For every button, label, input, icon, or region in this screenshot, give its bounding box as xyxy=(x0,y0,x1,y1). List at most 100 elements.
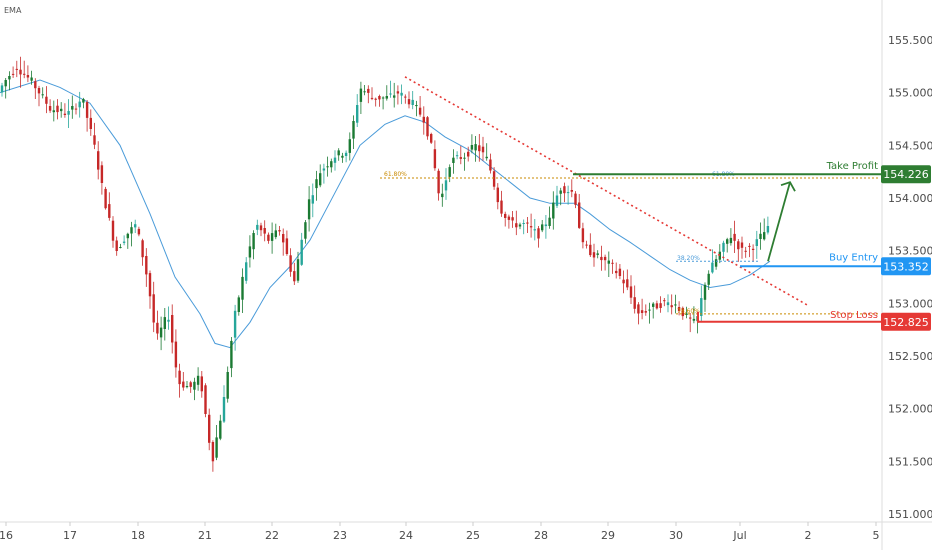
stop-loss-label: Stop Loss xyxy=(830,310,878,321)
candle-body xyxy=(252,233,255,250)
ema-line-layer xyxy=(0,79,771,349)
candle-body xyxy=(122,241,126,243)
candle-body xyxy=(304,222,307,239)
fib-786-label: 78.60% xyxy=(677,308,700,315)
candle-body xyxy=(585,244,588,246)
time-tick-label: 22 xyxy=(265,529,279,542)
price-tick-label: 154.500 xyxy=(888,139,932,152)
candle-body xyxy=(108,204,111,218)
candle-body xyxy=(615,270,618,274)
candle-body xyxy=(204,385,207,414)
resistance-trendline[interactable] xyxy=(404,76,809,307)
candle-body xyxy=(526,222,529,224)
candle-body xyxy=(167,319,170,322)
time-tick-label: 24 xyxy=(399,529,413,542)
candle-body xyxy=(422,116,425,123)
candle-body xyxy=(71,106,74,110)
candle-body xyxy=(744,250,747,252)
candle-body xyxy=(263,228,266,234)
candle-body xyxy=(711,262,714,273)
candle-body xyxy=(407,99,411,105)
candle-body xyxy=(703,284,707,300)
candle-body xyxy=(396,91,400,94)
candle-body xyxy=(659,303,662,308)
candle-body xyxy=(485,156,488,159)
candle-body xyxy=(541,224,544,231)
candle-body xyxy=(230,340,233,369)
candle-body xyxy=(467,151,470,157)
candle-body xyxy=(644,311,647,313)
candle-body xyxy=(496,187,499,203)
candle-body xyxy=(274,230,277,238)
candle-body xyxy=(626,279,629,288)
candle-body xyxy=(751,248,755,250)
candle-body xyxy=(611,262,614,264)
price-tick-label: 155.500 xyxy=(888,34,932,47)
candle-body xyxy=(633,297,636,309)
candle-body xyxy=(52,110,55,113)
candle-body xyxy=(245,262,248,281)
candle-body xyxy=(600,256,603,261)
candle-body xyxy=(233,310,237,338)
candle-body xyxy=(97,151,100,170)
candle-body xyxy=(163,317,166,329)
candle-body xyxy=(507,216,511,220)
candle-body xyxy=(666,302,670,306)
candle-body xyxy=(171,315,174,343)
candle-body xyxy=(293,271,296,282)
candle-body xyxy=(522,223,525,224)
projection-arrow-head xyxy=(780,181,796,192)
candle-body xyxy=(740,242,744,248)
candle-body xyxy=(470,145,474,150)
candle-body xyxy=(430,134,433,143)
candle-body xyxy=(100,165,104,183)
time-tick-label: 28 xyxy=(534,529,548,542)
candle-body xyxy=(463,157,466,159)
buy-entry-price-text: 153.352 xyxy=(883,260,929,273)
time-axis-ticks: 16 17 18 21 22 23 24 25 28 29 30 Jul 2 5 xyxy=(0,522,880,542)
candle-body xyxy=(381,97,385,99)
candles-layer xyxy=(0,56,770,472)
candle-body xyxy=(418,107,422,115)
candle-body xyxy=(134,224,137,228)
candle-body xyxy=(685,313,688,315)
candle-body xyxy=(37,88,41,94)
price-tick-label: 151.500 xyxy=(888,455,932,468)
candle-body xyxy=(141,240,144,258)
candle-body xyxy=(537,228,540,239)
candle-body xyxy=(4,80,7,87)
time-tick-label: 25 xyxy=(466,529,480,542)
candle-body xyxy=(700,298,703,316)
candle-body xyxy=(148,273,152,297)
candle-body xyxy=(285,238,289,254)
price-tick-label: 154.000 xyxy=(888,192,932,205)
price-tick-label: 153.000 xyxy=(888,297,932,310)
time-tick-label: 17 xyxy=(63,529,77,542)
candle-body xyxy=(259,225,263,231)
take-profit-price-badge xyxy=(881,165,931,184)
candle-body xyxy=(56,105,59,113)
candle-body xyxy=(622,279,625,284)
candle-body xyxy=(270,233,274,241)
candle-body xyxy=(63,113,67,115)
candle-body xyxy=(219,420,222,439)
candle-body xyxy=(692,318,696,321)
time-tick-label: 5 xyxy=(873,529,880,542)
candle-body xyxy=(570,190,573,192)
time-tick-label: 2 xyxy=(805,529,812,542)
take-profit-label: Take Profit xyxy=(826,161,879,172)
candle-body xyxy=(533,229,536,231)
time-tick-label: Jul xyxy=(732,529,746,542)
price-tick-label: 155.000 xyxy=(888,87,932,100)
candle-body xyxy=(370,97,374,99)
candle-body xyxy=(137,228,141,235)
candle-body xyxy=(648,309,651,311)
candle-body xyxy=(596,253,599,255)
candle-body xyxy=(737,241,740,250)
candle-body xyxy=(341,155,344,158)
candle-body xyxy=(289,255,292,272)
candle-body xyxy=(211,442,215,462)
stop-loss-price-badge xyxy=(881,312,931,331)
